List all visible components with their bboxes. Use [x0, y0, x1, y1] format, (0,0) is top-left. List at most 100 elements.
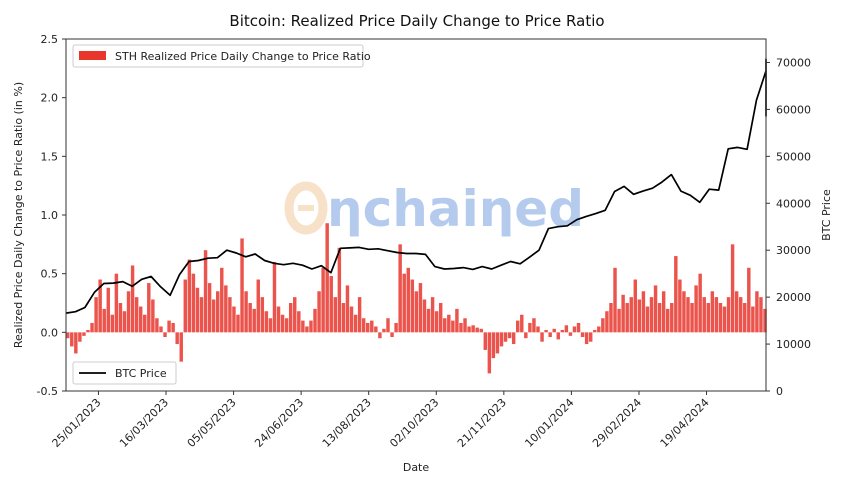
- bar: [398, 244, 402, 333]
- bar: [203, 250, 208, 333]
- bar: [548, 332, 552, 338]
- bar: [394, 322, 398, 333]
- bar: [382, 328, 386, 333]
- bar: [584, 332, 589, 345]
- bar: [601, 318, 605, 333]
- bar: [511, 332, 516, 345]
- bar: [183, 279, 188, 333]
- bar: [179, 332, 183, 362]
- bar: [698, 273, 702, 333]
- bar: [730, 244, 735, 333]
- y-tick-label: -0.5: [37, 385, 58, 398]
- x-axis: 25/01/2023 16/03/2023 05/05/2023 24/06/2023…: [50, 391, 712, 450]
- bar: [126, 291, 131, 333]
- bar: [102, 308, 106, 333]
- bar: [690, 303, 694, 333]
- bar: [726, 297, 731, 333]
- bar: [467, 326, 471, 333]
- bar: [609, 303, 613, 333]
- bar: [483, 332, 488, 350]
- bar: [597, 326, 601, 333]
- y-axis-right: 0 10000 20000 30000 40000 50000 60000 70000: [766, 56, 811, 398]
- bar: [114, 273, 119, 333]
- bar: [747, 267, 751, 333]
- watermark-icon: [284, 181, 328, 235]
- bar: [317, 291, 321, 333]
- bar: [110, 314, 115, 333]
- bar: [305, 326, 309, 333]
- x-tick-label: 05/05/2023: [185, 396, 239, 450]
- bar: [471, 325, 475, 333]
- bar: [288, 303, 293, 333]
- bar: [236, 314, 240, 333]
- bar: [629, 297, 633, 333]
- watermark-logo: ηchaiηed: [284, 180, 584, 238]
- bar: [122, 311, 127, 333]
- bar: [516, 320, 520, 333]
- bar: [605, 311, 609, 333]
- bar: [268, 318, 273, 333]
- bar: [90, 322, 94, 333]
- bar: [487, 332, 492, 374]
- bar: [232, 306, 236, 333]
- bar: [666, 308, 670, 333]
- bar: [167, 320, 171, 333]
- bar: [341, 303, 346, 333]
- bar: [280, 314, 285, 333]
- bar: [390, 332, 394, 338]
- bar: [224, 285, 228, 333]
- bar: [147, 283, 151, 333]
- bar: [325, 223, 329, 333]
- bar: [349, 306, 354, 333]
- bar: [159, 326, 163, 333]
- bar: [552, 328, 556, 333]
- bar: [143, 314, 147, 333]
- y2-tick-label: 20000: [776, 291, 811, 304]
- bar: [410, 279, 415, 333]
- bar: [248, 303, 252, 333]
- bar: [613, 267, 617, 333]
- bar: [260, 297, 265, 333]
- bar: [106, 287, 110, 333]
- y-axis-left: -0.5 0.0 0.5 1.0 1.5 2.0 2.5: [37, 33, 66, 398]
- bar: [130, 265, 135, 333]
- x-tick-label: 13/08/2023: [320, 396, 374, 450]
- bar: [593, 329, 597, 333]
- bar: [195, 287, 200, 333]
- bar: [151, 299, 155, 333]
- bar: [670, 303, 674, 333]
- bar: [556, 332, 560, 340]
- y-tick-label: 2.0: [41, 92, 59, 105]
- bar: [406, 267, 410, 333]
- bar: [191, 273, 196, 333]
- bar: [256, 279, 260, 333]
- bar: [430, 297, 435, 333]
- bar: [414, 291, 419, 333]
- bar: [78, 332, 82, 342]
- bar: [702, 297, 706, 333]
- y-tick-label: 0.0: [41, 326, 59, 339]
- bar: [361, 318, 366, 333]
- bar: [686, 297, 690, 333]
- bar: [207, 283, 212, 333]
- bar: [718, 303, 723, 333]
- x-tick-label: 10/01/2024: [522, 396, 576, 450]
- bar: [540, 332, 544, 342]
- x-tick-label: 25/01/2023: [50, 396, 104, 450]
- bar: [475, 327, 479, 333]
- y2-tick-label: 60000: [776, 103, 811, 116]
- bar: [82, 332, 86, 336]
- bar: [418, 283, 423, 333]
- bar: [524, 332, 528, 339]
- watermark-text: ηchaiηed: [327, 180, 584, 238]
- bar: [357, 297, 362, 333]
- x-tick-label: 02/10/2023: [387, 396, 441, 450]
- x-tick-label: 16/03/2023: [117, 396, 171, 450]
- bar: [309, 320, 313, 333]
- bar: [293, 297, 297, 333]
- bar: [763, 308, 767, 333]
- bar: [402, 273, 406, 333]
- y-axis-label: Realized Price Daily Change to Price Rat…: [12, 82, 25, 348]
- bar: [617, 308, 621, 333]
- bar: [751, 306, 755, 333]
